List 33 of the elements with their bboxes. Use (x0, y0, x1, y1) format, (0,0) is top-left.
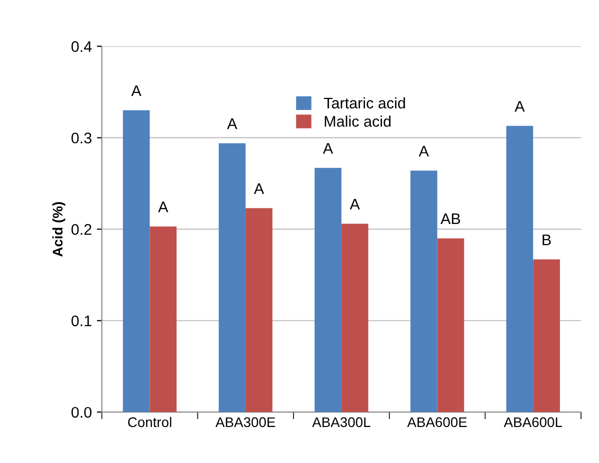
data-label: A (350, 198, 360, 210)
data-label: B (542, 234, 551, 246)
data-label: A (227, 118, 238, 129)
legend-label: Tartaric acid (324, 97, 405, 109)
data-label: A (514, 101, 525, 112)
bar (150, 226, 177, 412)
bar (506, 126, 534, 412)
y-tick-label: 0.0 (71, 406, 92, 418)
data-label: A (322, 143, 334, 154)
x-tick-label: ABA300E (216, 417, 276, 428)
bar (122, 110, 150, 412)
bar (314, 168, 342, 412)
bar (410, 170, 438, 412)
x-tick-label: Control (128, 416, 172, 428)
bar (218, 143, 246, 412)
data-label: A (131, 86, 142, 96)
y-axis-title: Acid (%) (52, 202, 66, 257)
x-tick-label: ABA600E (407, 417, 467, 428)
legend-label: Malic acid (324, 116, 391, 127)
data-label: AB (440, 214, 460, 224)
data-label: A (158, 202, 168, 212)
y-tick-label: 0.3 (71, 132, 92, 144)
data-label: A (254, 183, 264, 194)
x-tick-label: ABA300L (312, 417, 370, 428)
bar (533, 259, 560, 412)
y-tick-label: 0.1 (71, 315, 92, 326)
bar (341, 224, 368, 412)
bar (437, 238, 464, 412)
y-tick-label: 0.4 (71, 41, 92, 52)
y-tick-label: 0.2 (71, 224, 92, 235)
data-label: A (418, 146, 429, 156)
bar (246, 208, 272, 412)
x-tick-label: ABA600L (504, 417, 562, 428)
